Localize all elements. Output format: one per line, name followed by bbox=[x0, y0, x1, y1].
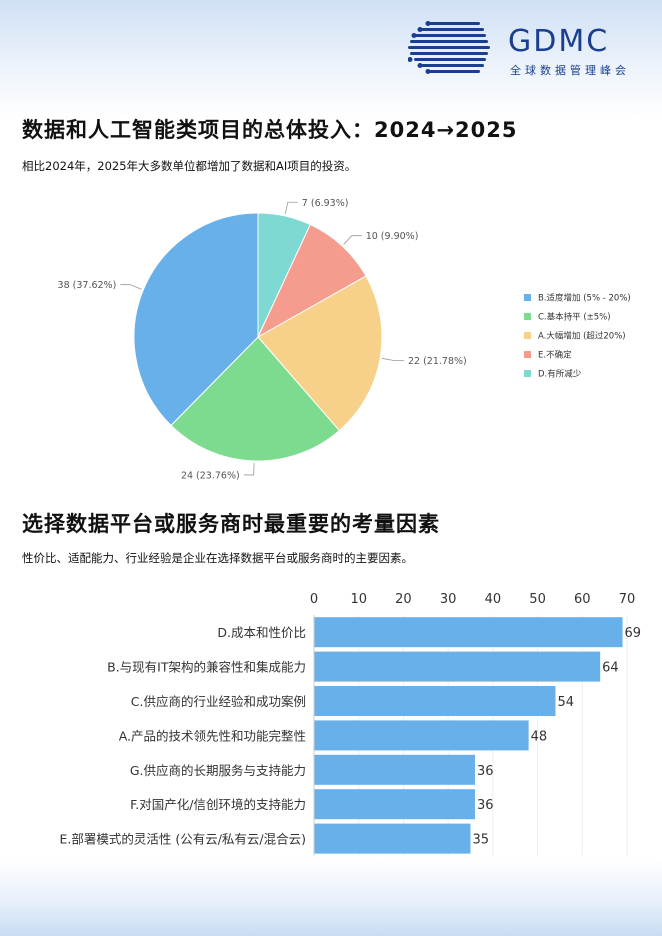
pie-slice bbox=[257, 275, 383, 432]
section2-subtitle: 性价比、适配能力、行业经验是企业在选择数据平台或服务商时的主要因素。 bbox=[22, 551, 413, 565]
x-tick-label: 10 bbox=[350, 592, 367, 607]
x-tick-label: 50 bbox=[529, 592, 546, 607]
pie-chart: 7 (6.93%) 10 (9.90%) 22 (21.78%) 24 (23.76%… bbox=[58, 198, 631, 482]
pie-data-label: 10 (9.90%) bbox=[366, 231, 419, 242]
legend-swatch bbox=[524, 332, 531, 339]
x-tick-label: 20 bbox=[395, 592, 412, 607]
y-category-label: F.对国产化/信创环境的支持能力 bbox=[130, 797, 306, 812]
legend-label: E.不确定 bbox=[538, 350, 572, 361]
section1-subtitle: 相比2024年，2025年大多数单位都增加了数据和AI项目的投资。 bbox=[22, 159, 357, 173]
bar bbox=[314, 789, 475, 820]
legend-label: C.基本持平 (±5%) bbox=[538, 312, 611, 323]
legend-swatch bbox=[524, 294, 531, 301]
y-category-label: B.与现有IT架构的兼容性和集成能力 bbox=[107, 660, 306, 675]
bar bbox=[314, 617, 623, 648]
bar-value-label: 36 bbox=[477, 798, 494, 813]
pie-data-label: 22 (21.78%) bbox=[408, 356, 467, 367]
pie-slice bbox=[133, 212, 259, 427]
x-tick-label: 70 bbox=[619, 592, 636, 607]
brand-name: GDMC bbox=[508, 24, 610, 59]
bar bbox=[314, 651, 601, 682]
bar bbox=[314, 823, 471, 854]
pie-slice bbox=[170, 336, 341, 462]
pie-data-label: 7 (6.93%) bbox=[302, 198, 349, 209]
bar-value-label: 48 bbox=[531, 729, 548, 744]
legend-swatch bbox=[524, 370, 531, 377]
pie-label-line bbox=[343, 235, 362, 245]
x-tick-label: 60 bbox=[574, 592, 591, 607]
bar-chart: 0 10 20 30 40 50 60 70 69 D.成本和性价比 64 B.与现有IT架构的兼容性… bbox=[59, 592, 642, 856]
legend-label: A.大幅增加 (超过20%) bbox=[538, 331, 626, 342]
y-category-label: C.供应商的行业经验和成功案例 bbox=[131, 694, 306, 709]
bar bbox=[314, 754, 475, 785]
pie-label-line bbox=[120, 284, 142, 290]
pie-data-label: 38 (37.62%) bbox=[58, 280, 117, 291]
bar-value-label: 54 bbox=[557, 695, 574, 710]
legend-label: B.适度增加 (5% - 20%) bbox=[538, 293, 631, 304]
y-category-label: D.成本和性价比 bbox=[217, 625, 306, 640]
x-tick-label: 30 bbox=[440, 592, 457, 607]
section1-title: 数据和人工智能类项目的总体投入：2024→2025 bbox=[22, 118, 518, 142]
legend-swatch bbox=[524, 313, 531, 320]
bar bbox=[314, 686, 556, 716]
bar-value-label: 35 bbox=[473, 833, 490, 848]
pie-data-label: 24 (23.76%) bbox=[181, 470, 240, 481]
bar-value-label: 69 bbox=[625, 626, 642, 641]
y-category-label: G.供应商的长期服务与支持能力 bbox=[130, 763, 306, 778]
brand-subtitle: 全球数据管理峰会 bbox=[510, 64, 630, 77]
pie-label-line bbox=[382, 358, 404, 361]
bar-value-label: 64 bbox=[602, 661, 619, 676]
pie-slice bbox=[256, 223, 367, 339]
gdmc-logo: GDMC 全球数据管理峰会 bbox=[407, 18, 644, 82]
bar bbox=[314, 720, 529, 751]
section2-title: 选择数据平台或服务商时最重要的考量因素 bbox=[22, 512, 440, 536]
pie-label-line bbox=[284, 201, 298, 215]
y-category-label: E.部署模式的灵活性 (公有云/私有云/混合云) bbox=[59, 832, 306, 847]
pie-label-line bbox=[243, 462, 255, 476]
y-category-label: A.产品的技术领先性和功能完整性 bbox=[119, 728, 306, 743]
logo-globe-icon bbox=[407, 21, 490, 74]
x-tick-label: 0 bbox=[310, 592, 318, 607]
legend-label: D.有所减少 bbox=[538, 369, 582, 380]
x-tick-label: 40 bbox=[485, 592, 502, 607]
legend-swatch bbox=[524, 351, 531, 358]
bar-value-label: 36 bbox=[477, 764, 494, 779]
